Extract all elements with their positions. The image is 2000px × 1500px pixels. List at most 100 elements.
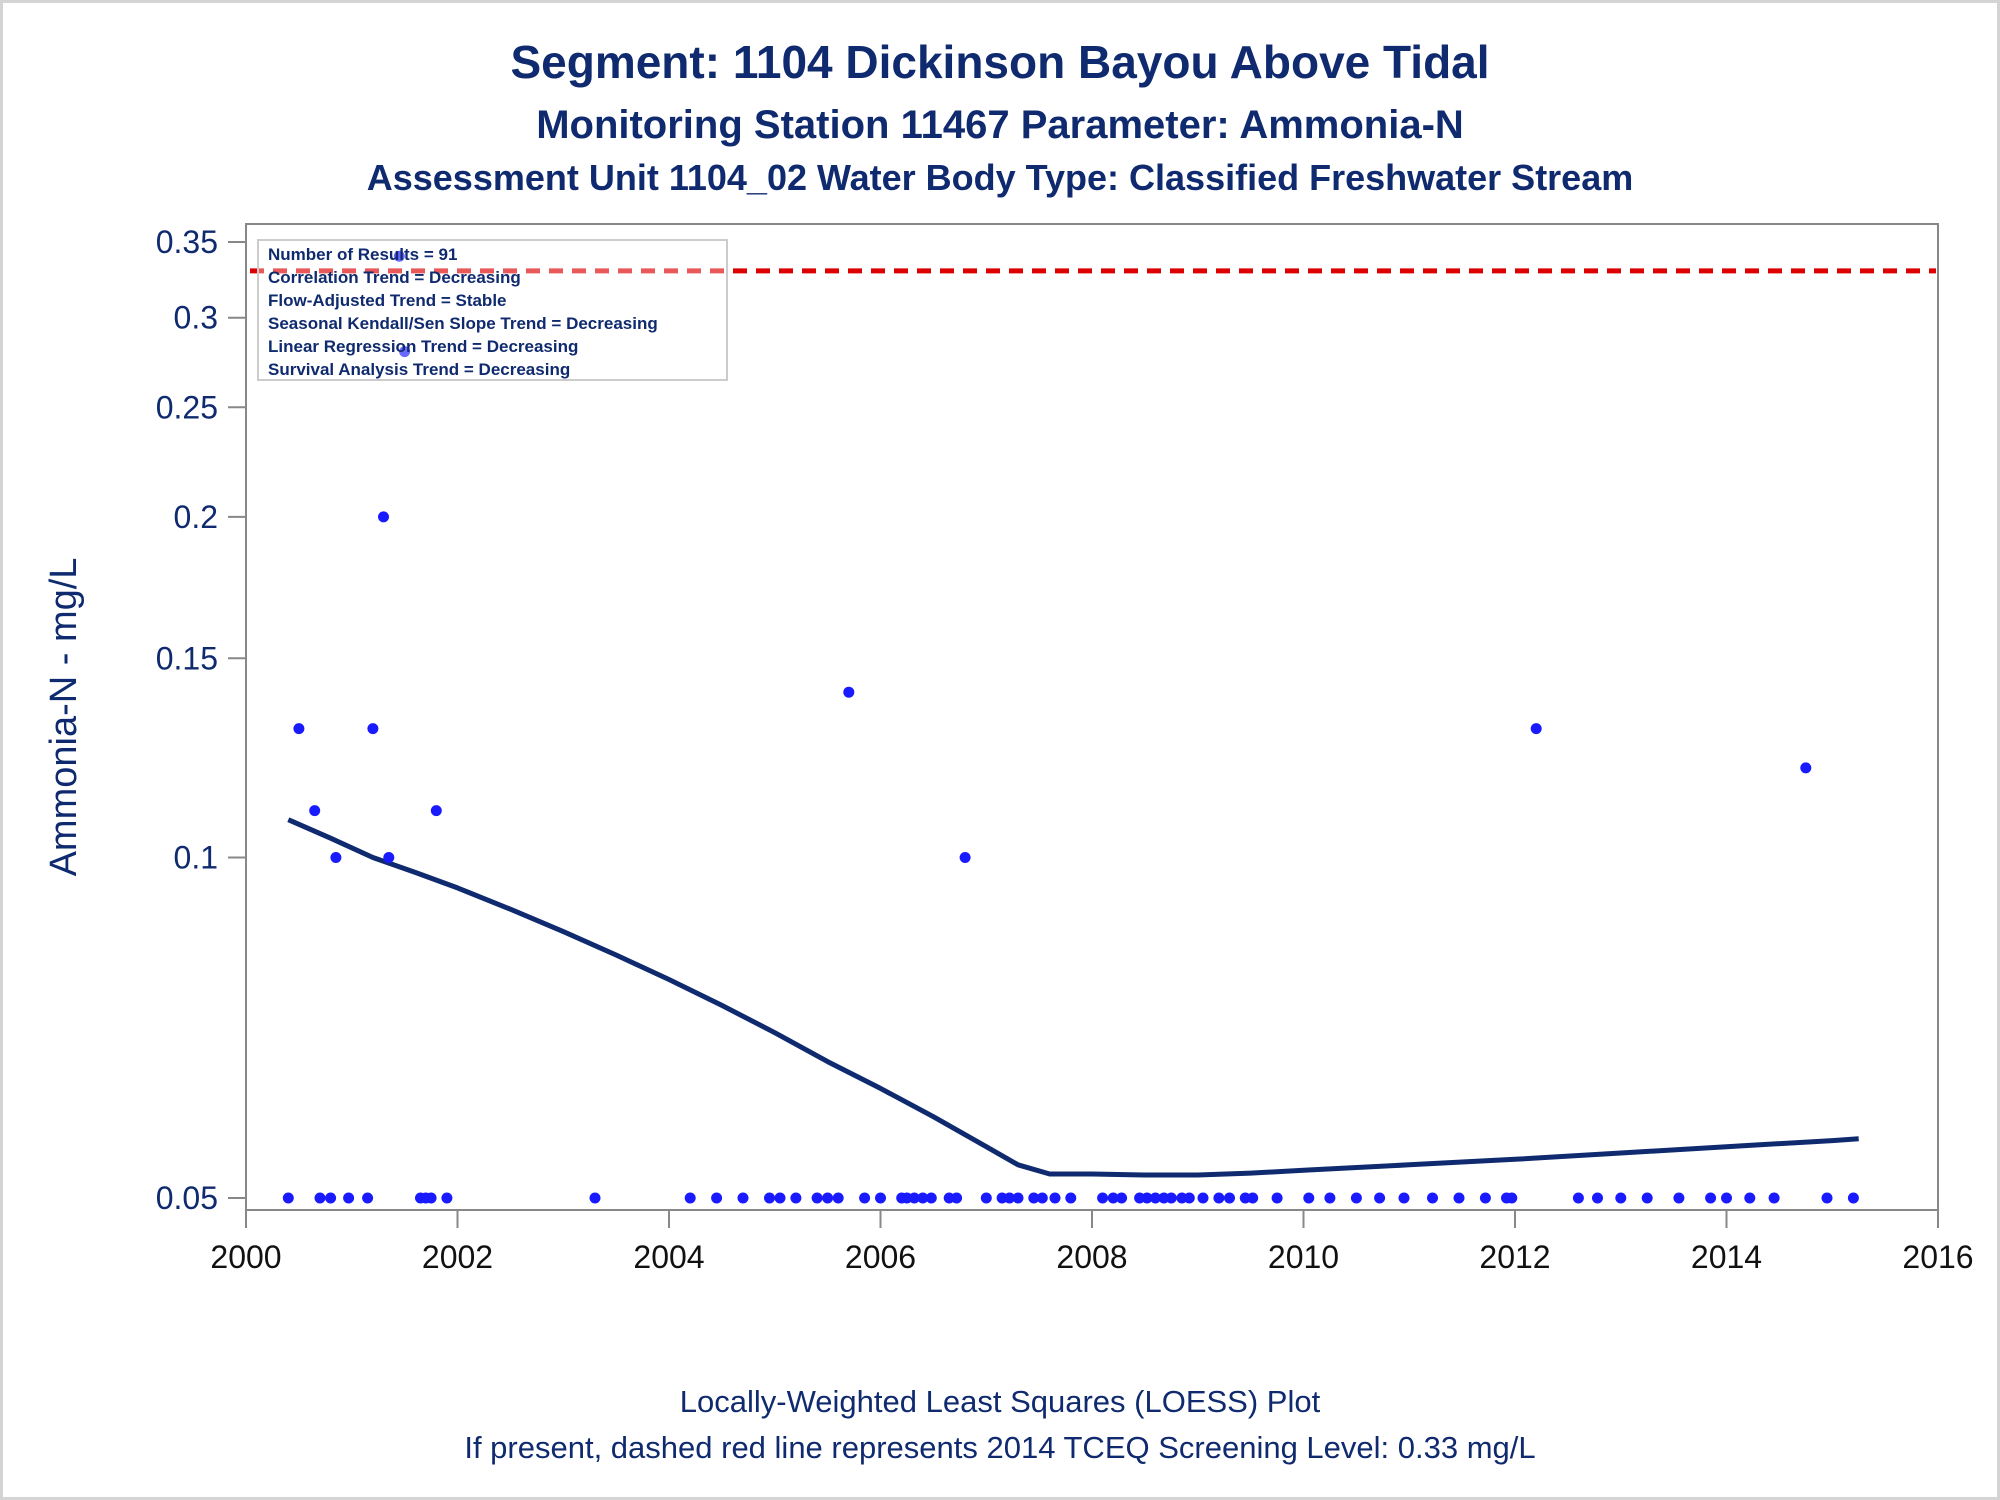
data-point (959, 852, 971, 863)
data-point (367, 723, 379, 735)
chart-subtitle: Monitoring Station 11467 Parameter: Ammo… (536, 103, 1464, 147)
data-point (1721, 1192, 1732, 1204)
data-point (1065, 1192, 1077, 1204)
data-point (1615, 1192, 1627, 1204)
data-point (1530, 723, 1542, 735)
y-axis: 0.35 0.3 0.25 0.2 0.15 0.1 0.05 (156, 224, 246, 1216)
chart-subtitle-2: Assessment Unit 1104_02 Water Body Type:… (367, 157, 1634, 198)
x-tick-label: 2010 (1268, 1239, 1339, 1275)
y-tick-label: 0.15 (156, 640, 218, 676)
data-point (1506, 1192, 1518, 1204)
inset-line-flow-adjusted: Flow-Adjusted Trend = Stable (268, 291, 507, 310)
data-point (1324, 1192, 1336, 1204)
data-point (1036, 1192, 1048, 1204)
data-point (859, 1192, 871, 1204)
x-tick-label: 2006 (845, 1239, 916, 1275)
data-point (684, 1192, 696, 1204)
y-tick-label: 0.3 (174, 300, 218, 336)
footnote-screening: If present, dashed red line represents 2… (464, 1430, 1535, 1465)
data-point (441, 1192, 453, 1204)
data-point (875, 1192, 886, 1204)
data-point (1453, 1192, 1465, 1204)
data-point (282, 1192, 294, 1204)
data-point (774, 1192, 786, 1204)
x-tick-label: 2012 (1479, 1239, 1550, 1275)
data-point (1197, 1192, 1209, 1204)
x-tick-label: 2008 (1056, 1239, 1127, 1275)
data-point (1303, 1192, 1315, 1204)
data-point (1097, 1192, 1109, 1204)
data-point (1247, 1192, 1259, 1204)
data-point (1479, 1192, 1491, 1204)
data-point (1705, 1192, 1717, 1204)
data-point (764, 1192, 775, 1204)
inset-line-linear-regression: Linear Regression Trend = Decreasing (268, 337, 578, 356)
inset-line-results: Number of Results = 91 (268, 245, 457, 264)
data-point (1049, 1192, 1061, 1204)
data-point (1213, 1192, 1225, 1204)
y-tick-label: 0.2 (174, 499, 218, 535)
x-tick-label: 2016 (1902, 1239, 1973, 1275)
data-point (1847, 1192, 1859, 1204)
data-point (1149, 1192, 1161, 1204)
x-tick-label: 2004 (633, 1239, 704, 1275)
data-point (1572, 1192, 1584, 1204)
data-point (925, 1192, 937, 1204)
inset-line-survival: Survival Analysis Trend = Decreasing (268, 360, 570, 379)
data-point (1107, 1192, 1119, 1204)
data-point (314, 1192, 326, 1204)
data-point (1116, 1192, 1128, 1204)
data-point (1744, 1192, 1756, 1204)
data-point (1374, 1192, 1386, 1204)
data-point (1028, 1192, 1040, 1204)
x-tick-label: 2002 (422, 1239, 493, 1275)
x-axis: 2000 2002 2004 2006 2008 2010 2012 2014 2016 (210, 1210, 1974, 1275)
trend-inset: Number of Results = 91 Correlation Trend… (257, 239, 728, 381)
data-point (1004, 1192, 1015, 1204)
data-point (1641, 1192, 1653, 1204)
data-point (1592, 1192, 1603, 1204)
data-point (1183, 1192, 1195, 1204)
inset-line-correlation: Correlation Trend = Decreasing (268, 268, 521, 287)
data-point (1271, 1192, 1283, 1204)
chart-title: Segment: 1104 Dickinson Bayou Above Tida… (510, 36, 1489, 88)
inset-line-seasonal-kendall: Seasonal Kendall/Sen Slope Trend = Decre… (268, 314, 658, 333)
data-point (399, 346, 411, 358)
x-tick-label: 2014 (1691, 1239, 1762, 1275)
inset-box (257, 239, 728, 381)
data-point (393, 250, 405, 262)
x-tick-label: 2000 (210, 1239, 281, 1275)
data-point (811, 1192, 823, 1204)
data-point (1224, 1192, 1235, 1204)
y-axis-label: Ammonia-N - mg/L (43, 558, 85, 877)
footnote-loess: Locally-Weighted Least Squares (LOESS) P… (680, 1384, 1321, 1419)
data-point (430, 805, 442, 817)
data-point (1012, 1192, 1024, 1204)
data-point (917, 1192, 929, 1204)
y-tick-label: 0.35 (156, 224, 218, 260)
data-point (737, 1192, 749, 1204)
y-tick-label: 0.1 (174, 839, 218, 875)
data-point (362, 1192, 374, 1204)
data-point (383, 852, 395, 863)
data-point (832, 1192, 844, 1204)
data-point (1427, 1192, 1438, 1204)
data-point (790, 1192, 802, 1204)
data-point (951, 1192, 963, 1204)
data-point (309, 805, 321, 817)
y-tick-label: 0.05 (156, 1180, 218, 1216)
data-point (1800, 762, 1812, 774)
data-point (711, 1192, 723, 1204)
data-point (1821, 1192, 1833, 1204)
data-point (325, 1192, 337, 1204)
data-point (1398, 1192, 1410, 1204)
data-point (330, 852, 342, 863)
data-point (378, 511, 389, 523)
data-point (1165, 1192, 1177, 1204)
data-point (1768, 1192, 1780, 1204)
loess-line (287, 817, 1859, 1178)
data-point (980, 1192, 992, 1204)
data-point (908, 1192, 920, 1204)
